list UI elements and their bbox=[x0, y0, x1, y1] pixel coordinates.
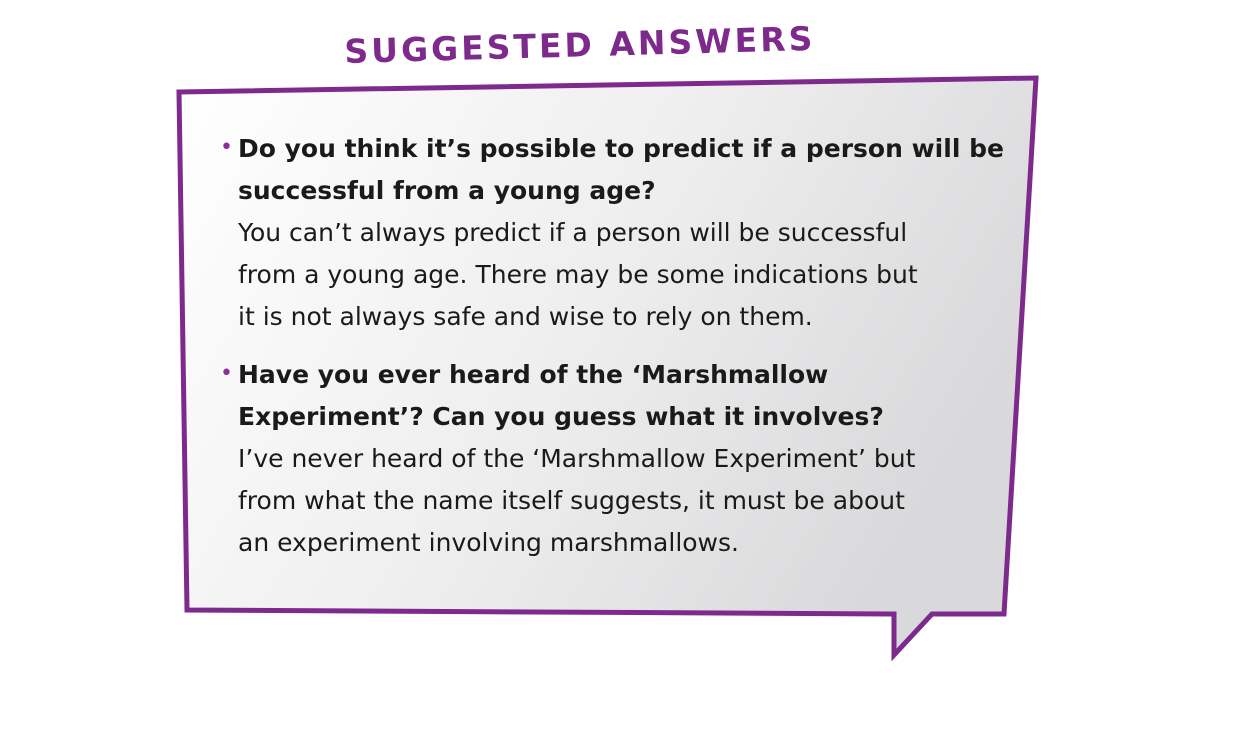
answer-line: it is not always safe and wise to rely o… bbox=[238, 302, 813, 331]
answer-line: from what the name itself suggests, it m… bbox=[238, 486, 905, 515]
question-text: Have you ever heard of the ‘Marshmallow … bbox=[238, 354, 998, 438]
speech-bubble-outline bbox=[176, 75, 1039, 662]
answer-line: an experiment involving marshmallows. bbox=[238, 528, 739, 557]
question-line: successful from a young age? bbox=[238, 176, 656, 205]
qa-list: • Do you think it’s possible to predict … bbox=[220, 128, 1004, 580]
bullet-icon: • bbox=[220, 361, 233, 386]
question-text: Do you think it’s possible to predict if… bbox=[238, 128, 1004, 212]
question-line: Have you ever heard of the ‘Marshmallow bbox=[238, 360, 829, 389]
bullet-icon: • bbox=[220, 135, 233, 160]
answer-line: I’ve never heard of the ‘Marshmallow Exp… bbox=[238, 444, 916, 473]
question-line: Experiment’? Can you guess what it invol… bbox=[238, 402, 884, 431]
answer-line: You can’t always predict if a person wil… bbox=[238, 218, 908, 247]
answer-text: I’ve never heard of the ‘Marshmallow Exp… bbox=[238, 438, 998, 564]
qa-item: • Have you ever heard of the ‘Marshmallo… bbox=[220, 354, 998, 564]
question-line: Do you think it’s possible to predict if… bbox=[238, 134, 1004, 163]
answer-line: from a young age. There may be some indi… bbox=[238, 260, 918, 289]
qa-item: • Do you think it’s possible to predict … bbox=[220, 128, 1004, 338]
answer-text: You can’t always predict if a person wil… bbox=[238, 212, 998, 338]
